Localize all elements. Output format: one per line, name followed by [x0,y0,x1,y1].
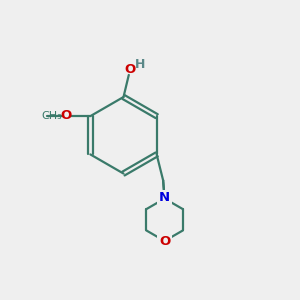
Text: H: H [135,58,145,71]
Text: O: O [124,63,136,76]
Text: O: O [159,235,170,248]
Text: N: N [159,191,170,204]
Text: CH₃: CH₃ [41,111,62,121]
Text: O: O [61,109,72,122]
